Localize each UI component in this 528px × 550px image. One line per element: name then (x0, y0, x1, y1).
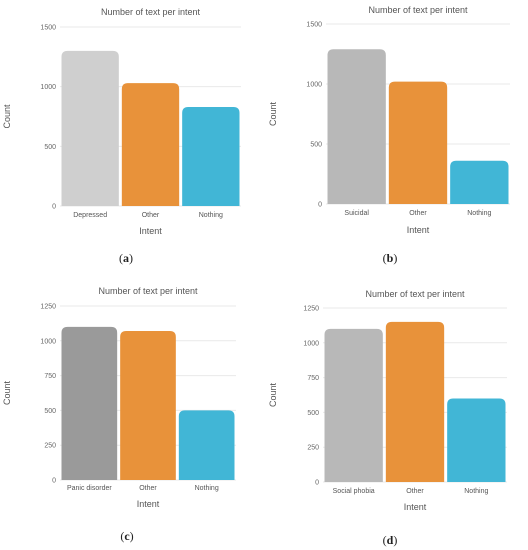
x-tick-label: Social phobia (333, 488, 375, 495)
y-tick-label: 1000 (303, 340, 319, 347)
x-tick-label: Other (142, 212, 160, 219)
bar-nothing (450, 160, 509, 204)
chart-title: Number of text per intent (98, 286, 198, 296)
y-tick-label: 1500 (306, 22, 322, 29)
y-tick-label: 0 (318, 202, 322, 209)
y-tick-label: 500 (44, 144, 56, 151)
chart-title: Number of text per intent (365, 289, 465, 299)
bar-nothing (447, 398, 506, 482)
y-tick-label: 0 (315, 480, 319, 487)
panel-caption: (b) (383, 251, 398, 265)
panel-caption: (a) (119, 251, 133, 265)
bar-other (385, 321, 445, 482)
x-tick-label: Nothing (464, 488, 488, 495)
y-axis-label: Count (2, 104, 12, 129)
chart-panel-b: Number of text per intent 0 500 1000 1500 Cou… (268, 5, 510, 265)
x-axis-label: Intent (137, 499, 160, 509)
x-tick-label: Nothing (199, 212, 223, 219)
y-tick-label: 750 (307, 375, 319, 382)
y-tick-label: 1500 (40, 25, 56, 32)
chart-panel-c: Number of text per intent 0 250 500 750 1000 1… (2, 286, 236, 543)
panel-caption-letter: c (124, 529, 130, 543)
y-axis-label: Count (2, 381, 12, 406)
bar-social-phobia (324, 328, 383, 482)
panel-caption-letter: b (387, 251, 394, 265)
chart-title: Number of text per intent (368, 5, 468, 15)
y-axis-label: Count (268, 102, 278, 127)
bar-other (121, 83, 180, 206)
y-tick-label: 500 (307, 410, 319, 417)
chart-panel-d: Number of text per intent 0 250 500 750 1000 1… (268, 289, 507, 547)
y-tick-label: 250 (44, 443, 56, 450)
bar-nothing (178, 410, 235, 480)
bar-panic-disorder (61, 326, 118, 480)
x-axis-label: Intent (139, 226, 162, 236)
chart-title: Number of text per intent (101, 7, 201, 17)
chart-panel-a: Number of text per intent 0 500 1000 1500 Cou… (2, 7, 241, 265)
bar-other (388, 81, 448, 204)
panel-caption-letter: a (123, 251, 129, 265)
panel-caption: (c) (120, 529, 133, 543)
y-tick-label: 250 (307, 445, 319, 452)
x-tick-label: Other (409, 210, 427, 217)
y-tick-label: 1000 (40, 338, 56, 345)
bar-other (120, 331, 176, 480)
panel-caption: (d) (383, 533, 398, 547)
x-tick-label: Other (139, 485, 157, 492)
y-tick-label: 1250 (303, 306, 319, 313)
x-tick-label: Nothing (467, 210, 491, 217)
x-axis-label: Intent (404, 502, 427, 512)
y-tick-label: 750 (44, 373, 56, 380)
y-tick-label: 500 (44, 408, 56, 415)
panel-caption-letter: d (387, 533, 394, 547)
y-tick-label: 1250 (40, 304, 56, 311)
x-axis-label: Intent (407, 225, 430, 235)
x-tick-label: Nothing (195, 485, 219, 492)
x-tick-label: Depressed (73, 212, 107, 219)
y-tick-label: 500 (310, 142, 322, 149)
bar-suicidal (327, 49, 386, 205)
y-tick-label: 0 (52, 204, 56, 211)
x-tick-label: Other (406, 488, 424, 495)
y-tick-label: 1000 (306, 82, 322, 89)
y-tick-label: 1000 (40, 84, 56, 91)
bar-nothing (182, 106, 240, 206)
y-axis-label: Count (268, 383, 278, 408)
bar-depressed (61, 50, 119, 206)
x-tick-label: Suicidal (344, 210, 369, 217)
x-tick-label: Panic disorder (67, 485, 112, 492)
y-tick-label: 0 (52, 478, 56, 485)
